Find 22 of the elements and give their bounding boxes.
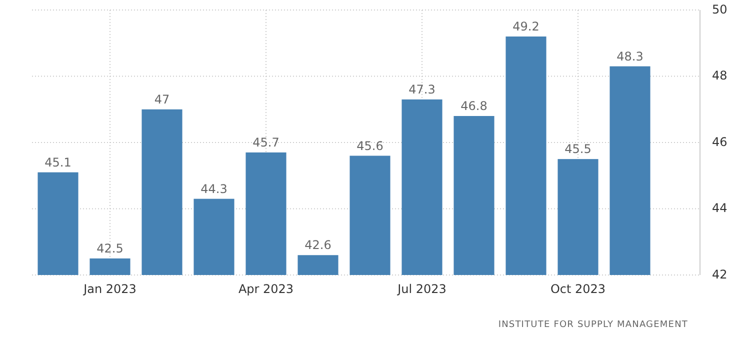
data-label: 45.1 bbox=[44, 155, 72, 170]
data-label: 42.6 bbox=[304, 238, 332, 252]
data-label: 47.3 bbox=[408, 82, 436, 96]
data-label: 42.5 bbox=[96, 241, 124, 256]
data-label: 45.6 bbox=[356, 138, 384, 153]
data-label: 49.2 bbox=[512, 20, 540, 34]
data-label: 48.3 bbox=[616, 49, 644, 64]
y-tick-label: 50 bbox=[712, 2, 728, 16]
text: INSTITUTE FOR SUPPLY MANAGEMENT bbox=[498, 320, 688, 330]
x-tick-label: Oct 2023 bbox=[550, 282, 606, 296]
x-tick-label: Jan 2023 bbox=[82, 282, 136, 296]
y-tick-label: 48 bbox=[712, 68, 728, 83]
data-label: 45.7 bbox=[252, 135, 280, 150]
x-tick-label: Jul 2023 bbox=[396, 282, 446, 296]
data-label: 47 bbox=[154, 92, 170, 106]
data-label: 45.5 bbox=[564, 142, 592, 156]
y-tick-label: 46 bbox=[712, 134, 728, 149]
y-tick-label: 44 bbox=[712, 201, 728, 216]
y-tick-label: 42 bbox=[712, 267, 728, 282]
data-label: 46.8 bbox=[460, 99, 488, 113]
x-tick-label: Apr 2023 bbox=[238, 282, 294, 296]
data-label: 44.3 bbox=[200, 182, 228, 196]
